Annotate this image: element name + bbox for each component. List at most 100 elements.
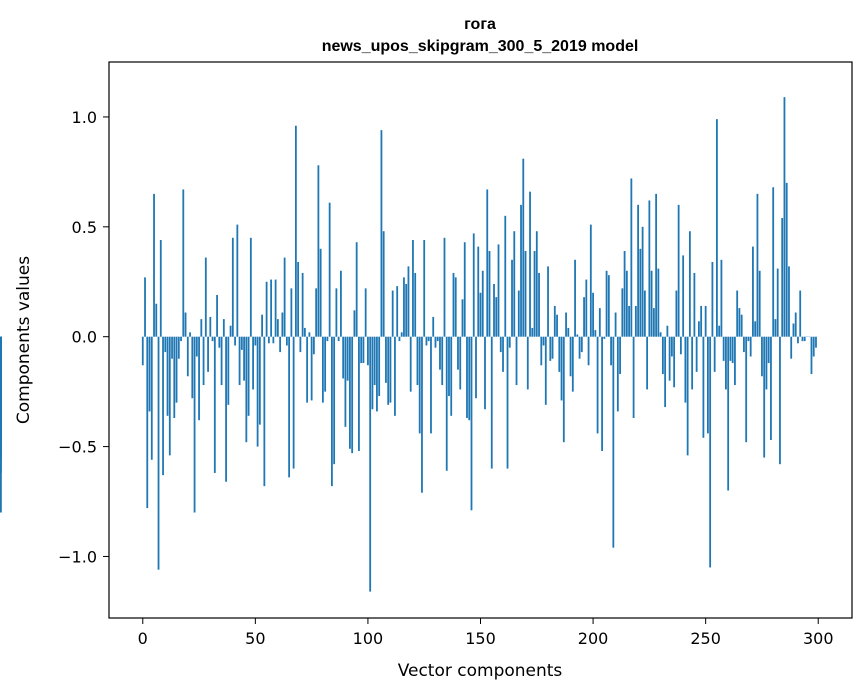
bar-13 bbox=[171, 336, 173, 359]
bar-77 bbox=[315, 288, 318, 337]
y-tick-label-0: −1.0 bbox=[58, 547, 97, 566]
bar-85 bbox=[333, 336, 336, 465]
bar-99 bbox=[364, 288, 367, 337]
bar-147 bbox=[472, 233, 475, 337]
bar-57 bbox=[270, 279, 273, 337]
bar-28 bbox=[204, 257, 207, 337]
bar-273 bbox=[756, 193, 759, 337]
bar-97 bbox=[360, 336, 363, 364]
bar-119 bbox=[409, 336, 412, 392]
bar-42 bbox=[236, 224, 239, 337]
bar-86 bbox=[335, 288, 338, 337]
bar-218 bbox=[632, 336, 635, 419]
bar-134 bbox=[443, 237, 446, 337]
bar-52 bbox=[258, 336, 261, 425]
bar-94 bbox=[353, 310, 356, 337]
bar-144 bbox=[466, 336, 468, 419]
bar-128 bbox=[430, 336, 432, 434]
bar-79 bbox=[319, 248, 322, 337]
bar-50 bbox=[254, 336, 257, 346]
bar-293 bbox=[801, 336, 804, 342]
y-tick-label-3: 0.5 bbox=[72, 218, 97, 237]
bar-69 bbox=[297, 261, 300, 337]
bar-74 bbox=[308, 332, 311, 337]
bar-3 bbox=[148, 336, 151, 412]
bar-0 bbox=[141, 336, 144, 366]
bar-87 bbox=[337, 336, 340, 342]
bar-270 bbox=[749, 336, 752, 357]
bar-197 bbox=[585, 279, 588, 337]
bar-37 bbox=[225, 336, 227, 482]
bar-66 bbox=[290, 288, 293, 337]
bar-8 bbox=[159, 240, 162, 337]
bar-169 bbox=[522, 158, 525, 337]
bar-39 bbox=[229, 325, 232, 337]
bar-195 bbox=[580, 336, 583, 353]
bar-64 bbox=[285, 336, 288, 346]
bar-133 bbox=[441, 336, 444, 386]
bar-216 bbox=[628, 305, 630, 337]
bar-78 bbox=[317, 165, 320, 337]
bar-49 bbox=[252, 336, 254, 390]
bar-156 bbox=[493, 283, 495, 337]
y-tick-label-4: 1.0 bbox=[72, 108, 97, 127]
bar-178 bbox=[542, 336, 545, 346]
chart-title: гога bbox=[464, 16, 496, 33]
bar-27 bbox=[202, 336, 205, 386]
bar-196 bbox=[583, 297, 585, 337]
bar-299 bbox=[815, 336, 817, 348]
bar-279 bbox=[770, 336, 772, 440]
bar-7 bbox=[157, 336, 160, 570]
x-tick-label-150: 150 bbox=[465, 629, 496, 648]
bar-14 bbox=[173, 336, 176, 419]
x-tick-label-200: 200 bbox=[578, 629, 609, 648]
bar-20 bbox=[186, 336, 189, 377]
bar-206 bbox=[605, 270, 608, 337]
bar-292 bbox=[799, 290, 802, 337]
bar-72 bbox=[303, 327, 306, 337]
bar-221 bbox=[639, 248, 642, 337]
bar-100 bbox=[367, 336, 369, 366]
bar-88 bbox=[340, 270, 342, 337]
x-tick-label-0: 0 bbox=[138, 629, 148, 648]
bar-298 bbox=[812, 336, 815, 357]
bar-228 bbox=[655, 193, 658, 337]
bar-227 bbox=[652, 308, 655, 337]
bar-167 bbox=[517, 290, 520, 337]
bar-225 bbox=[648, 200, 651, 337]
bar-75 bbox=[310, 336, 313, 401]
bar-53 bbox=[261, 314, 263, 337]
bar-150 bbox=[479, 292, 482, 337]
bar-102 bbox=[371, 336, 374, 410]
bar-83 bbox=[328, 202, 331, 337]
bar-263 bbox=[734, 336, 736, 386]
bar-125 bbox=[423, 240, 426, 337]
bar-131 bbox=[436, 336, 439, 342]
bar-256 bbox=[718, 325, 721, 337]
bar-114 bbox=[398, 336, 401, 342]
bar-48 bbox=[249, 237, 252, 337]
bar-188 bbox=[565, 312, 567, 337]
bar-6 bbox=[155, 303, 158, 337]
bar-5 bbox=[153, 193, 155, 337]
bar-81 bbox=[324, 336, 327, 392]
bar-104 bbox=[376, 336, 378, 412]
bar-275 bbox=[761, 336, 763, 377]
bar-124 bbox=[421, 336, 423, 493]
bar-58 bbox=[272, 336, 275, 344]
bar-30 bbox=[209, 316, 212, 337]
bar-22 bbox=[191, 336, 194, 399]
bar-44 bbox=[240, 336, 243, 350]
bar-266 bbox=[740, 314, 743, 337]
bar-35 bbox=[220, 336, 223, 386]
bar-274 bbox=[758, 270, 761, 337]
bar-61 bbox=[279, 336, 282, 353]
bar-220 bbox=[637, 204, 640, 337]
bar-2 bbox=[146, 336, 149, 509]
bar-159 bbox=[499, 336, 502, 353]
bar-245 bbox=[693, 272, 696, 337]
bar-200 bbox=[592, 292, 594, 337]
bar-199 bbox=[589, 224, 592, 337]
bar-192 bbox=[574, 259, 576, 337]
bar-222 bbox=[641, 226, 644, 337]
